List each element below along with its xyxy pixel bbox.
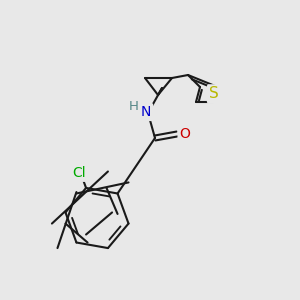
- Text: Cl: Cl: [72, 166, 86, 180]
- Text: O: O: [180, 127, 190, 141]
- Text: N: N: [141, 105, 151, 119]
- Text: S: S: [209, 86, 219, 101]
- Text: H: H: [129, 100, 139, 113]
